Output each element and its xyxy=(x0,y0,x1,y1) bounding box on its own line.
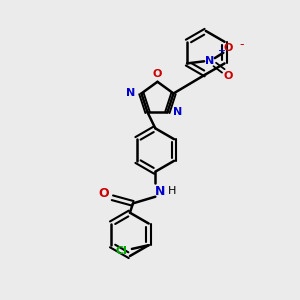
Text: O: O xyxy=(99,187,109,200)
Text: +: + xyxy=(217,46,225,56)
Text: H: H xyxy=(168,186,177,197)
Text: N: N xyxy=(154,185,165,198)
Text: O: O xyxy=(224,44,233,53)
Text: N: N xyxy=(205,56,214,66)
Text: N: N xyxy=(173,107,183,117)
Text: -: - xyxy=(239,38,244,51)
Text: N: N xyxy=(126,88,135,98)
Text: O: O xyxy=(153,69,162,79)
Text: Cl: Cl xyxy=(115,246,127,256)
Text: O: O xyxy=(224,71,233,81)
